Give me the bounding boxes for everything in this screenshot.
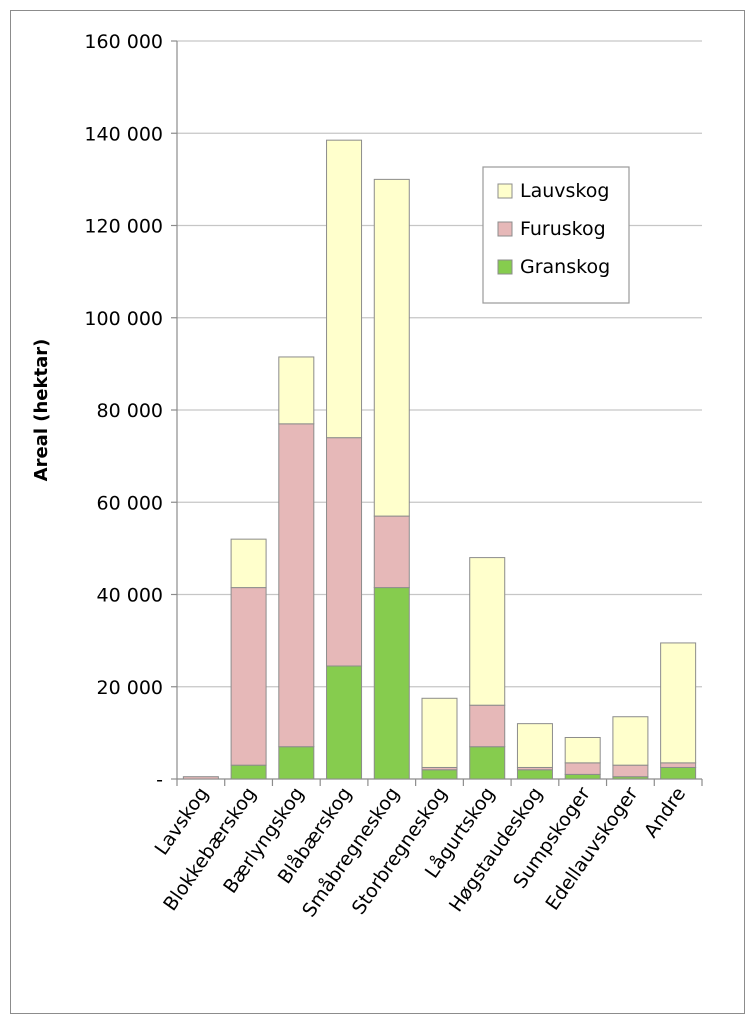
- bar-segment-granskog: [278, 746, 315, 780]
- bar-segment-lauvskog: [564, 736, 601, 764]
- bar-segment-lauvskog: [612, 716, 649, 766]
- bar-segment-granskog: [660, 766, 697, 780]
- bar-segment-granskog: [564, 773, 601, 780]
- bar-layer: [182, 139, 697, 780]
- bar-segment-furuskog: [326, 437, 363, 667]
- bar-segment-lauvskog: [326, 139, 363, 439]
- bar-segment-lauvskog: [373, 178, 410, 517]
- bar-segment-granskog: [516, 769, 553, 780]
- bar-segment-furuskog: [373, 515, 410, 589]
- y-tick-label: 100 000: [84, 308, 163, 330]
- bar-segment-lauvskog: [230, 538, 267, 589]
- bar-segment-lauvskog: [278, 356, 315, 425]
- y-tick-label: 80 000: [97, 400, 163, 422]
- y-axis-label: Areal (hektar): [31, 339, 52, 482]
- y-tick-label: 120 000: [84, 216, 163, 238]
- bar-segment-lauvskog: [469, 557, 506, 706]
- bar-segment-granskog: [421, 769, 458, 780]
- bar-segment-furuskog: [564, 762, 601, 775]
- y-tick-label: 20 000: [97, 677, 163, 699]
- bar-segment-furuskog: [230, 587, 267, 766]
- bar-segment-furuskog: [469, 704, 506, 748]
- legend-label-granskog: Granskog: [520, 256, 610, 278]
- bar-segment-lauvskog: [516, 723, 553, 768]
- y-tick-label: 160 000: [84, 31, 163, 53]
- bar-segment-granskog: [326, 665, 363, 780]
- bar-segment-granskog: [469, 746, 506, 780]
- x-category-label: Andre: [640, 783, 690, 842]
- legend-label-furuskog: Furuskog: [520, 218, 606, 240]
- legend-label-lauvskog: Lauvskog: [520, 180, 609, 202]
- bar-segment-lauvskog: [421, 697, 458, 768]
- bar-segment-granskog: [230, 764, 267, 780]
- legend-swatch-lauvskog: [497, 183, 513, 199]
- y-tick-label: 140 000: [84, 123, 163, 145]
- bar-segment-granskog: [373, 587, 410, 780]
- y-tick-label: 40 000: [97, 585, 163, 607]
- y-tick-label: 60 000: [97, 492, 163, 514]
- bar-segment-lauvskog: [660, 642, 697, 764]
- y-tick-label: -: [156, 769, 163, 791]
- legend: Lauvskog Furuskog Granskog: [482, 166, 630, 304]
- bar-segment-furuskog: [182, 776, 219, 780]
- legend-swatch-granskog: [497, 259, 513, 275]
- bar-segment-furuskog: [278, 423, 315, 748]
- bar-segment-furuskog: [660, 762, 697, 768]
- bar-segment-furuskog: [612, 764, 649, 778]
- legend-swatch-furuskog: [497, 221, 513, 237]
